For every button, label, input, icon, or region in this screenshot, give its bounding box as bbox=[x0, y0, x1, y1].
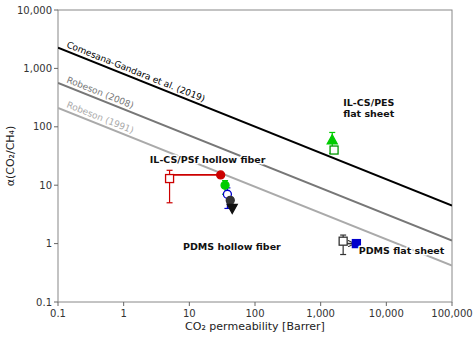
point bbox=[339, 237, 347, 245]
point bbox=[226, 196, 234, 204]
x-tick-label: 10,000 bbox=[369, 308, 404, 319]
y-tick bbox=[54, 302, 58, 303]
x-tick bbox=[255, 302, 256, 306]
x-tick bbox=[58, 302, 59, 306]
error-bar-cap bbox=[340, 254, 346, 255]
x-tick-label: 1,000 bbox=[306, 308, 335, 319]
error-bar bbox=[340, 235, 346, 254]
y-tick bbox=[54, 68, 58, 69]
axes: 0.1 1 10 100 1,000 10,000 100,000 0.1 1 10 100 1,00… bbox=[17, 5, 473, 320]
x-tick bbox=[123, 302, 124, 306]
bound-line bbox=[58, 108, 452, 266]
y-tick bbox=[54, 243, 58, 244]
y-tick-label: 1 bbox=[46, 238, 52, 249]
point bbox=[217, 171, 225, 179]
x-tick bbox=[189, 302, 190, 306]
chart: 0.1 1 10 100 1,000 10,000 100,000 0.1 1 10 100 1,00… bbox=[0, 0, 474, 342]
bound-line bbox=[58, 83, 452, 241]
y-tick-label: 1,000 bbox=[23, 63, 52, 74]
line-label: Robeson (1991) bbox=[65, 100, 135, 136]
x-tick bbox=[386, 302, 387, 306]
error-bar-cap bbox=[340, 234, 346, 235]
x-tick-label: 100 bbox=[245, 308, 264, 319]
x-tick-label: 1 bbox=[120, 308, 126, 319]
error-bar-cap bbox=[329, 132, 335, 133]
annotation: PDMS hollow fiber bbox=[183, 241, 281, 252]
point bbox=[327, 135, 337, 144]
x-tick-label: 10 bbox=[183, 308, 196, 319]
point bbox=[221, 181, 229, 189]
y-axis-label: α(CO₂/CH₄) bbox=[4, 126, 17, 187]
point bbox=[227, 204, 237, 213]
range-line bbox=[170, 174, 221, 176]
annotation: PDMS flat sheet bbox=[359, 245, 445, 256]
bound-line bbox=[58, 48, 452, 206]
y-tick bbox=[54, 10, 58, 11]
error-bar bbox=[167, 170, 173, 202]
point bbox=[166, 175, 174, 183]
y-tick-label: 10 bbox=[39, 180, 52, 191]
x-axis-label: CO₂ permeability [Barrer] bbox=[185, 320, 325, 333]
plot-frame bbox=[58, 10, 452, 302]
plot-area bbox=[58, 48, 452, 266]
point bbox=[330, 146, 338, 154]
line-label: Comesana-Gandara et al. (2019) bbox=[65, 40, 206, 104]
y-tick bbox=[54, 185, 58, 186]
annotation: IL-CS/PESflat sheet bbox=[343, 97, 395, 119]
labels: Comesana-Gandara et al. (2019)Robeson (2… bbox=[65, 40, 445, 257]
y-tick-label: 100 bbox=[33, 121, 52, 132]
x-tick bbox=[452, 302, 453, 306]
x-tick-label: 100,000 bbox=[431, 308, 472, 319]
y-tick bbox=[54, 126, 58, 127]
annotation: IL-CS/PSf hollow fiber bbox=[150, 154, 266, 165]
x-tick bbox=[320, 302, 321, 306]
error-bar-cap bbox=[167, 202, 173, 203]
y-tick-label: 10,000 bbox=[17, 5, 52, 16]
error-bar-cap bbox=[167, 170, 173, 171]
x-tick-label: 0.1 bbox=[50, 308, 66, 319]
y-tick-label: 0.1 bbox=[36, 297, 52, 308]
